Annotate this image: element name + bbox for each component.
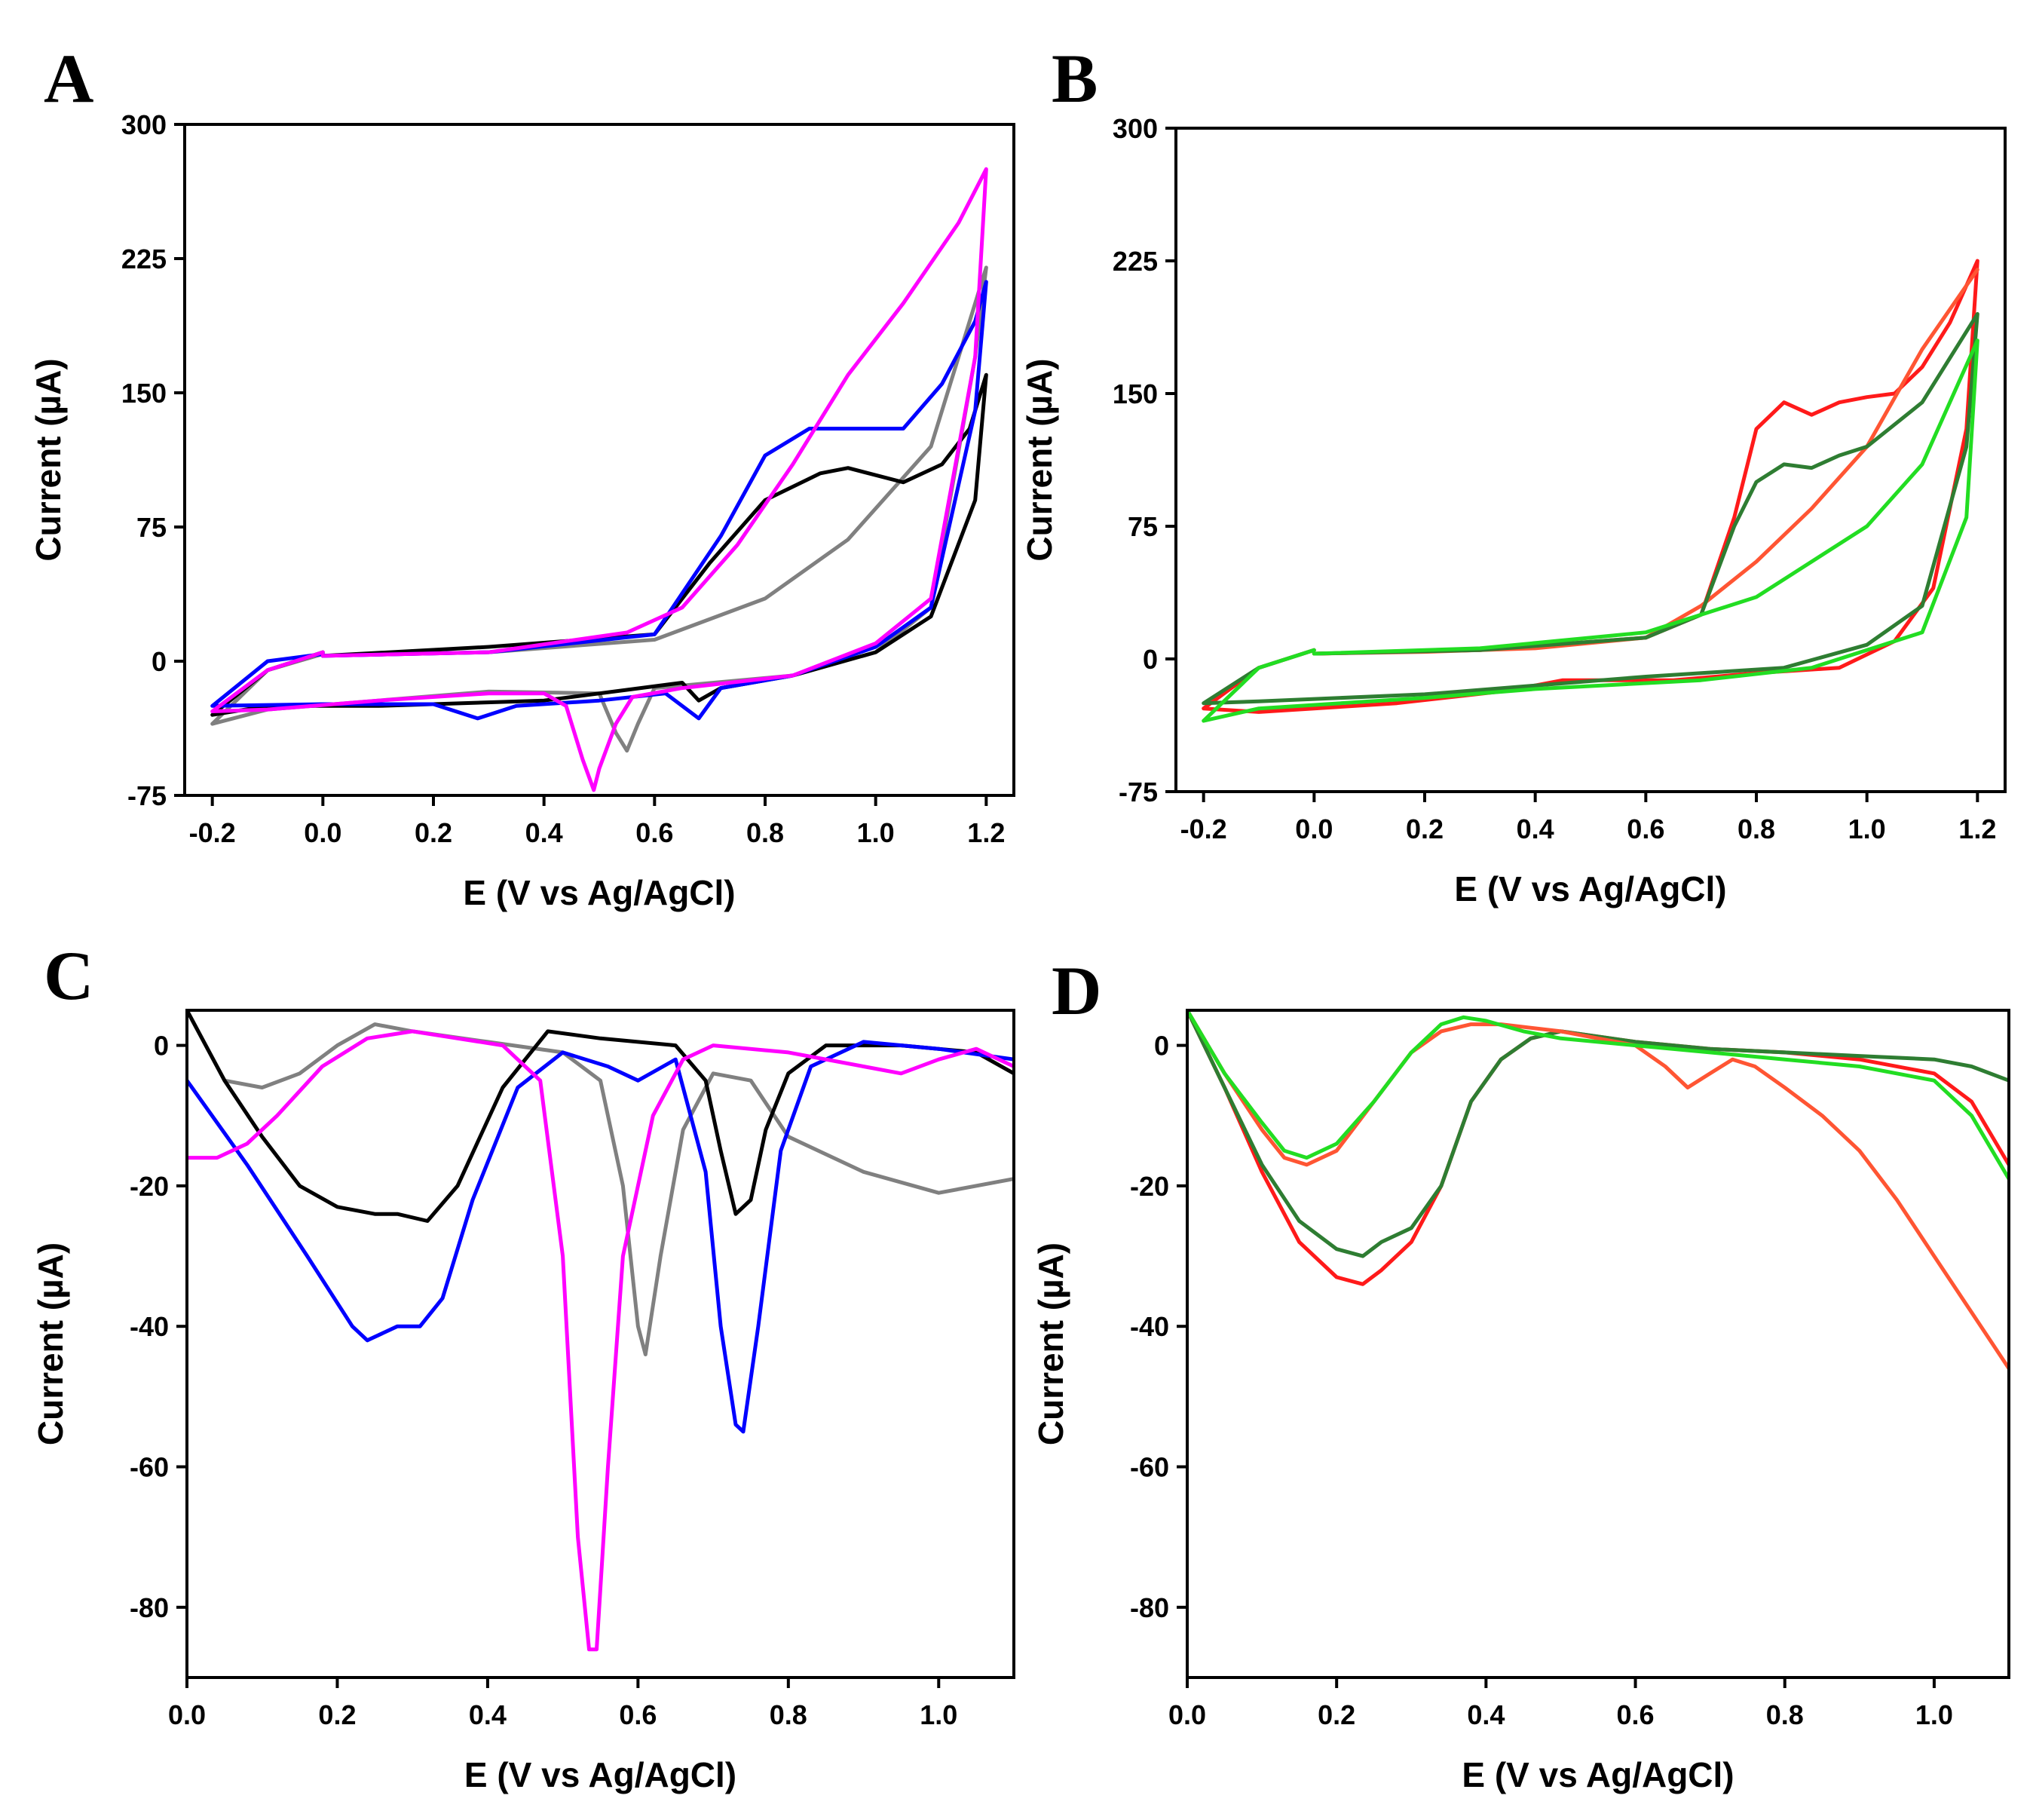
series-magenta	[187, 1029, 1014, 1652]
x-tick-label: 0.4	[525, 817, 563, 848]
y-tick-label: 225	[1113, 246, 1158, 277]
panel-letter: C	[44, 937, 93, 1014]
y-tick-label: 0	[1143, 644, 1158, 675]
y-tick-label: 150	[1113, 378, 1158, 409]
x-tick-label: 0.0	[1168, 1699, 1206, 1730]
panel-letter: D	[1052, 952, 1101, 1029]
y-tick-label: 300	[1113, 113, 1158, 144]
x-tick-label: 0.2	[415, 817, 452, 848]
series-green	[1202, 339, 1979, 723]
y-tick-label: -80	[130, 1592, 169, 1623]
x-tick-label: 0.8	[770, 1699, 807, 1730]
x-tick-label: 0.4	[1467, 1699, 1505, 1730]
y-tick-label: -75	[127, 780, 167, 811]
x-tick-label: 0.0	[304, 817, 341, 848]
y-tick-label: 0	[1154, 1031, 1169, 1062]
x-tick-label: 1.2	[1958, 813, 1996, 844]
x-tick-label: 0.2	[318, 1699, 356, 1730]
x-tick-label: 0.8	[1738, 813, 1775, 844]
x-tick-label: 0.6	[635, 817, 673, 848]
y-tick-label: 300	[121, 109, 167, 140]
x-tick-label: 0.0	[1295, 813, 1333, 844]
y-tick-label: -40	[1130, 1311, 1169, 1342]
panel-a: A -0.2 0.0 0.2 0.4 0.6 0.8 1.0 1.2 -75 0 75 150 225 30…	[29, 40, 1015, 912]
y-tick-label: 225	[121, 244, 167, 274]
x-tick-label: 0.8	[1766, 1699, 1804, 1730]
x-tick-label: 1.0	[1915, 1699, 1953, 1730]
x-tick-label: 0.0	[168, 1699, 206, 1730]
series-blue	[210, 280, 988, 721]
panel-c: C 0.0 0.2 0.4 0.6 0.8 1.0 0 -20 -40 -60 -80 E (V vs …	[31, 937, 1015, 1794]
plot-frame	[183, 123, 1015, 797]
x-tick-label: 0.6	[1627, 813, 1664, 844]
panel-letter: B	[1052, 40, 1098, 117]
x-tick-label: 1.2	[967, 817, 1005, 848]
y-tick-label: -40	[130, 1311, 169, 1342]
series-magenta	[210, 167, 988, 792]
x-tick-label: 0.6	[619, 1699, 657, 1730]
series-gray	[210, 265, 988, 753]
series-dark-green	[1202, 311, 1979, 706]
y-tick-label: -60	[130, 1452, 169, 1483]
series-black	[210, 372, 988, 717]
x-tick-label: 0.6	[1617, 1699, 1655, 1730]
panel-letter: A	[44, 40, 93, 117]
x-axis-label: E (V vs Ag/AgCl)	[1462, 1755, 1734, 1794]
x-tick-label: 0.8	[746, 817, 784, 848]
plot-frame	[185, 1009, 1015, 1679]
x-tick-label: 0.2	[1406, 813, 1444, 844]
series-green	[1187, 1010, 2009, 1181]
y-tick-label: -20	[1130, 1171, 1169, 1202]
panel-d: D 0.0 0.2 0.4 0.6 0.8 1.0 0 -20 -40 -60 -80 E (V vs …	[1031, 952, 2010, 1794]
x-axis-label: E (V vs Ag/AgCl)	[464, 1755, 736, 1794]
plot-frame	[1186, 1009, 2010, 1679]
x-tick-label: 0.2	[1318, 1699, 1355, 1730]
y-tick-label: 75	[136, 512, 167, 543]
panel-b: B -0.2 0.0 0.2 0.4 0.6 0.8 1.0 1.2 -75 0 75 150 225 30…	[1020, 40, 2007, 908]
x-tick-label: 1.0	[857, 817, 895, 848]
series-gray	[187, 1010, 1014, 1356]
y-tick-label: 150	[121, 378, 167, 409]
y-axis-label: Current (µA)	[1020, 358, 1059, 561]
y-tick-label: -75	[1119, 777, 1158, 807]
y-axis-label: Current (µA)	[1031, 1242, 1070, 1445]
x-tick-label: 0.4	[469, 1699, 507, 1730]
series-blue	[187, 1040, 1014, 1434]
plot-frame	[1174, 127, 2007, 793]
series-black	[187, 1010, 1014, 1223]
x-tick-label: -0.2	[1180, 813, 1227, 844]
y-tick-label: 0	[152, 646, 167, 677]
series-dark-green	[1187, 1010, 2009, 1258]
x-tick-label: -0.2	[189, 817, 236, 848]
x-tick-label: 1.0	[920, 1699, 957, 1730]
y-axis-label: Current (µA)	[29, 358, 68, 561]
series-orange-red	[1312, 268, 1979, 656]
y-tick-label: 0	[154, 1031, 169, 1062]
series-red	[1187, 1010, 2009, 1286]
x-axis-label: E (V vs Ag/AgCl)	[463, 873, 735, 912]
x-tick-label: 0.4	[1517, 813, 1554, 844]
y-axis-label: Current (µA)	[31, 1242, 70, 1445]
y-tick-label: -20	[130, 1171, 169, 1202]
y-tick-label: 75	[1128, 511, 1158, 542]
y-tick-label: -80	[1130, 1592, 1169, 1623]
x-tick-label: 1.0	[1848, 813, 1886, 844]
x-axis-label: E (V vs Ag/AgCl)	[1454, 869, 1726, 908]
y-tick-label: -60	[1130, 1452, 1169, 1483]
